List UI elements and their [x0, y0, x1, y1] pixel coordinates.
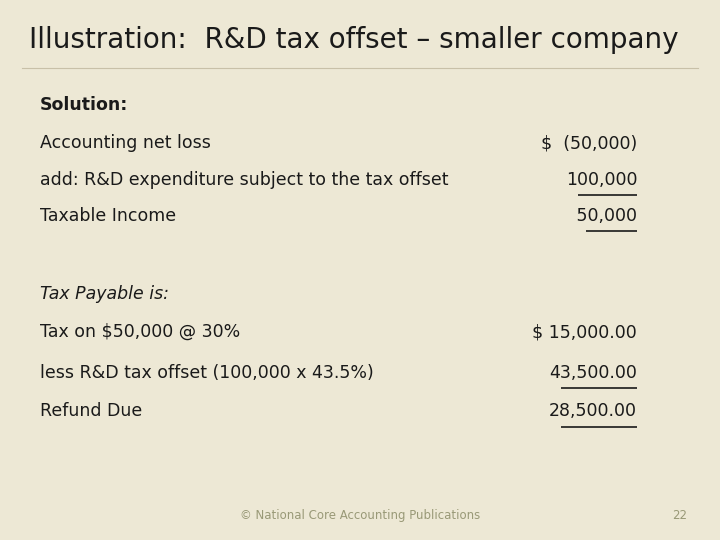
Text: © National Core Accounting Publications: © National Core Accounting Publications [240, 509, 480, 522]
Text: 28,500.00: 28,500.00 [549, 402, 637, 421]
Text: Solution:: Solution: [40, 96, 128, 114]
Text: 43,500.00: 43,500.00 [549, 363, 637, 382]
Text: Tax Payable is:: Tax Payable is: [40, 285, 168, 303]
Text: Tax on $50,000 @ 30%: Tax on $50,000 @ 30% [40, 323, 240, 341]
Text: $  (50,000): $ (50,000) [541, 134, 637, 152]
Text: 100,000: 100,000 [566, 171, 637, 189]
Text: less R&D tax offset (100,000 x 43.5%): less R&D tax offset (100,000 x 43.5%) [40, 363, 374, 382]
Text: add: R&D expenditure subject to the tax offset: add: R&D expenditure subject to the tax … [40, 171, 448, 189]
Text: $ 15,000.00: $ 15,000.00 [533, 323, 637, 341]
Text: Illustration:  R&D tax offset – smaller company: Illustration: R&D tax offset – smaller c… [29, 26, 678, 55]
Text: Refund Due: Refund Due [40, 402, 142, 421]
Text: Accounting net loss: Accounting net loss [40, 134, 210, 152]
Text: 50,000: 50,000 [571, 207, 637, 225]
Text: Taxable Income: Taxable Income [40, 207, 176, 225]
Text: 22: 22 [672, 509, 688, 522]
